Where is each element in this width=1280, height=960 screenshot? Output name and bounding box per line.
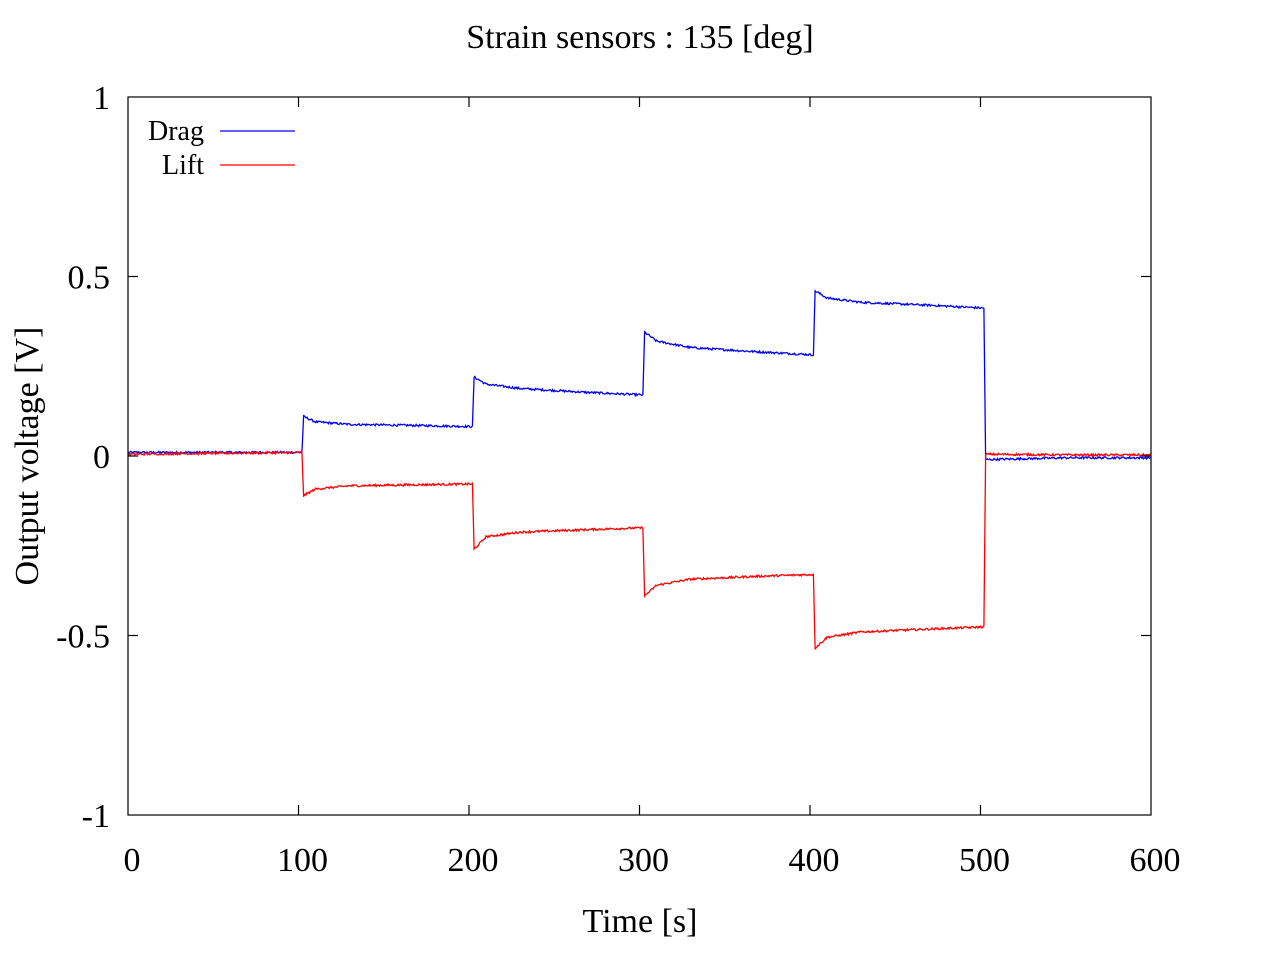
plot-frame <box>127 96 1152 816</box>
y-tick-label: 0 <box>93 439 110 476</box>
legend-label-lift: Lift <box>162 150 204 181</box>
series-layer <box>127 289 1152 650</box>
legend-label-drag: Drag <box>148 116 204 147</box>
y-tick-label: 0.5 <box>68 260 111 297</box>
x-tick-label: 100 <box>277 842 328 879</box>
series-line-drag <box>127 289 1152 462</box>
ticks-layer: 0 100 200 300 400 500 600 -1 -0.5 0 0.5 1 <box>56 80 1180 879</box>
x-axis-label: Time [s] <box>583 903 698 940</box>
x-tick-label: 400 <box>789 842 840 879</box>
x-tick-label: 200 <box>448 842 499 879</box>
chart-title: Strain sensors : 135 [deg] <box>466 19 814 56</box>
x-tick-label: 300 <box>618 842 669 879</box>
x-tick-label: 0 <box>124 842 141 879</box>
y-tick-label: -0.5 <box>56 619 110 656</box>
y-tick-label: -1 <box>82 798 110 835</box>
series-line-lift <box>127 450 1152 650</box>
y-axis-label: Output voltage [V] <box>9 327 46 586</box>
y-tick-label: 1 <box>93 80 110 117</box>
x-tick-label: 500 <box>959 842 1010 879</box>
x-tick-label: 600 <box>1130 842 1181 879</box>
